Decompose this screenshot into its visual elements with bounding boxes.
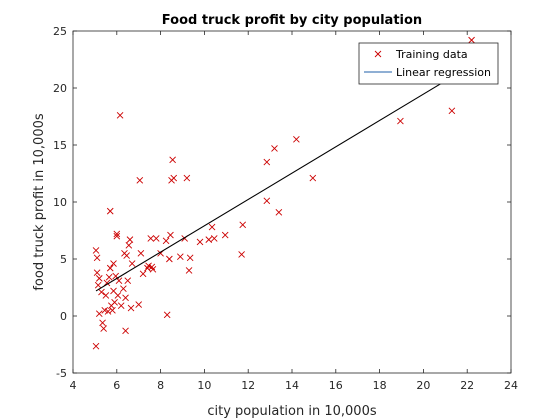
- data-point: [124, 277, 132, 284]
- data-point: [448, 107, 456, 115]
- data-point: [113, 232, 121, 240]
- y-tick-label: 0: [60, 310, 67, 323]
- data-point: [93, 254, 101, 262]
- data-point: [92, 247, 100, 254]
- x-tick-label: 8: [157, 379, 164, 392]
- data-layer: [92, 36, 475, 350]
- data-point: [98, 288, 105, 296]
- x-tick-label: 12: [241, 379, 255, 392]
- legend-label-training: Training data: [395, 48, 468, 61]
- x-tick-label: 20: [416, 379, 430, 392]
- x-tick-label: 4: [70, 379, 77, 392]
- chart-title: Food truck profit by city population: [162, 13, 422, 28]
- data-point: [92, 342, 100, 350]
- x-axis-label: city population in 10,000s: [207, 404, 376, 419]
- plot-area: [73, 31, 511, 373]
- data-point: [263, 197, 271, 205]
- y-tick-label: 25: [53, 25, 67, 38]
- data-point: [126, 236, 134, 243]
- data-point: [185, 267, 193, 274]
- data-point: [135, 301, 143, 308]
- y-axis-label: food truck profit in 10,000s: [32, 113, 47, 291]
- regression-line: [95, 64, 472, 292]
- data-point: [163, 311, 171, 319]
- data-point: [397, 117, 404, 125]
- data-point: [208, 223, 216, 231]
- y-tick-label: -5: [56, 367, 67, 380]
- data-point: [95, 275, 103, 282]
- data-point: [169, 156, 176, 164]
- data-point: [221, 231, 229, 239]
- data-point: [128, 260, 136, 267]
- data-point: [149, 265, 157, 273]
- data-point: [468, 36, 475, 44]
- legend-label-regression: Linear regression: [396, 66, 491, 79]
- data-point: [113, 230, 121, 238]
- data-point: [275, 208, 283, 216]
- data-point: [117, 302, 125, 310]
- data-point: [114, 292, 122, 299]
- data-point: [170, 174, 178, 182]
- data-point: [109, 306, 116, 314]
- x-tick-label: 22: [460, 379, 474, 392]
- data-point: [106, 264, 114, 272]
- x-tick-label: 18: [373, 379, 387, 392]
- data-point: [100, 325, 107, 332]
- x-tick-label: 24: [504, 379, 518, 392]
- x-tick-label: 16: [329, 379, 343, 392]
- data-point: [263, 158, 271, 166]
- data-point: [95, 310, 103, 318]
- legend-box: [358, 42, 499, 85]
- legend-marker-training: [374, 50, 382, 58]
- y-tick-label: 5: [60, 253, 67, 266]
- data-point: [105, 273, 113, 281]
- data-point: [93, 269, 101, 276]
- ticks-layer: 4 6 8 10 12 14 16 18 20 22 24 -5 0 5 10 15 20 25: [53, 25, 518, 392]
- data-point: [120, 285, 127, 292]
- legend: Training data Linear regression: [358, 42, 499, 85]
- data-point: [162, 237, 170, 245]
- data-point: [147, 235, 155, 242]
- data-point: [102, 292, 110, 299]
- y-tick-label: 15: [53, 139, 67, 152]
- data-point: [127, 304, 135, 312]
- data-point: [99, 319, 106, 327]
- data-point: [94, 281, 102, 289]
- data-point: [111, 299, 118, 306]
- data-point: [122, 294, 129, 302]
- data-point: [152, 235, 160, 242]
- data-point: [104, 308, 112, 315]
- data-point: [116, 112, 124, 119]
- data-point: [196, 238, 204, 246]
- data-point: [125, 242, 133, 249]
- x-tick-label: 10: [197, 379, 211, 392]
- data-point: [122, 327, 129, 335]
- data-point: [205, 236, 213, 243]
- data-point: [309, 174, 317, 182]
- data-point: [293, 135, 300, 143]
- data-point: [136, 177, 144, 184]
- data-point: [123, 252, 130, 259]
- axes-frame: [72, 30, 512, 374]
- legend-markers: [364, 50, 392, 73]
- data-point: [186, 254, 194, 262]
- data-point: [110, 260, 117, 267]
- x-tick-label: 14: [285, 379, 299, 392]
- data-point: [166, 255, 173, 263]
- y-tick-label: 20: [53, 82, 67, 95]
- data-point: [238, 251, 245, 258]
- data-point: [139, 270, 147, 278]
- y-tick-label: 10: [53, 196, 67, 209]
- data-point: [210, 235, 218, 242]
- data-point: [183, 174, 191, 182]
- data-point: [137, 249, 145, 257]
- x-tick-label: 6: [113, 379, 120, 392]
- data-point: [271, 145, 278, 152]
- data-point: [106, 207, 114, 215]
- data-point: [176, 253, 184, 261]
- data-point: [167, 231, 174, 239]
- data-point: [239, 221, 247, 229]
